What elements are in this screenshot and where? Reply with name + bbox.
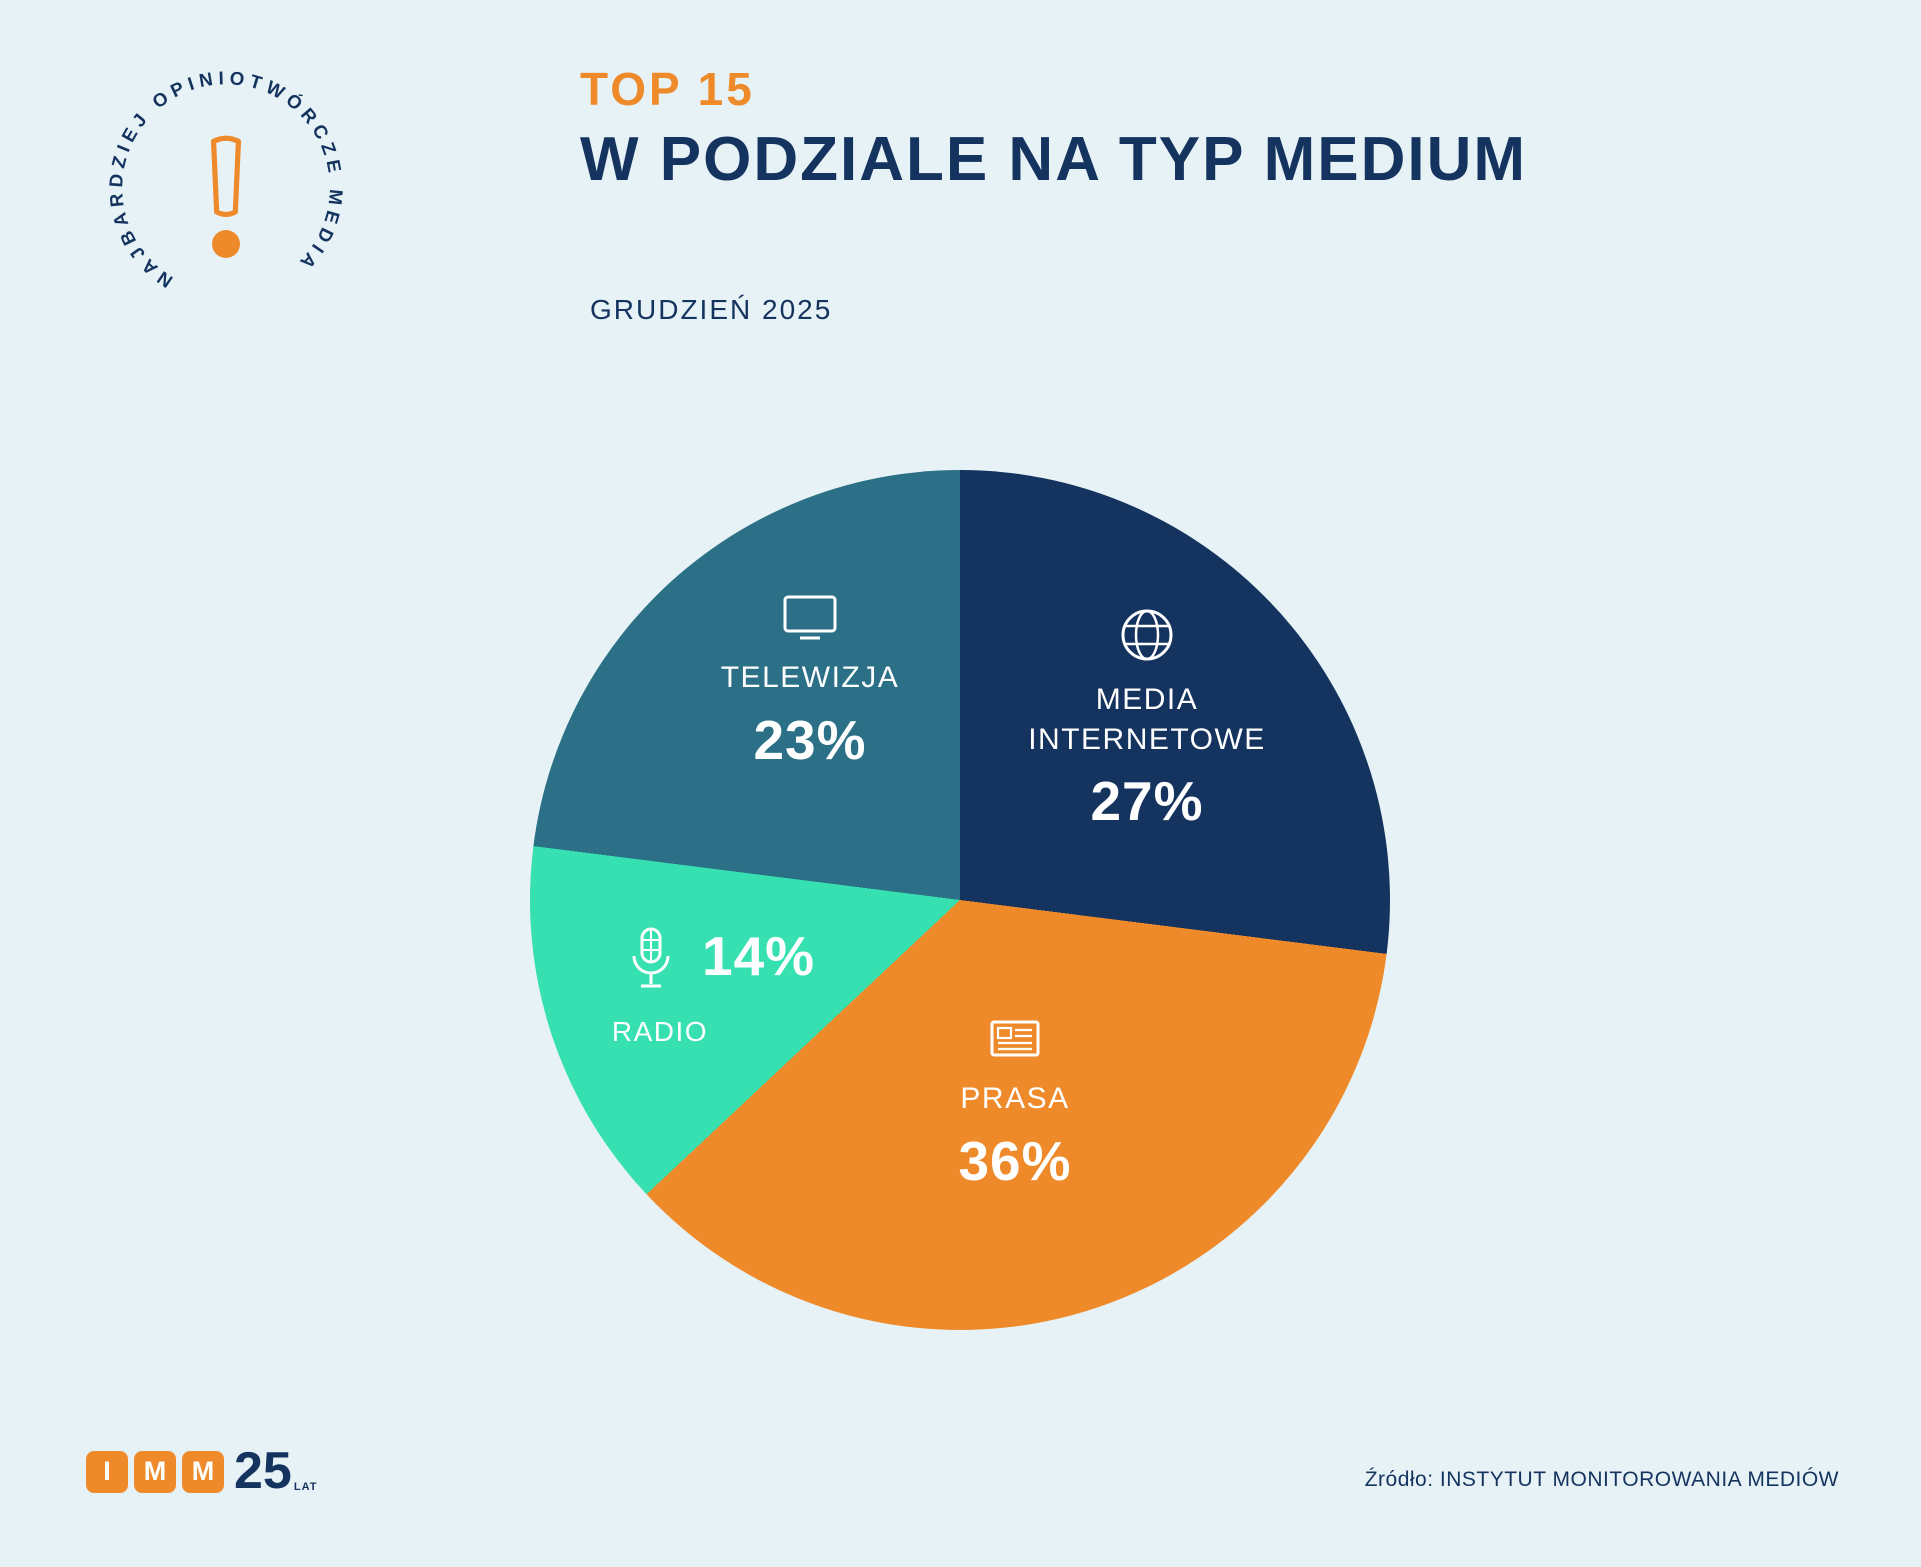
slice-label: TELEWIZJA (720, 661, 900, 694)
imm-anniversary-unit: LAT (293, 1480, 318, 1493)
imm-anniversary-number: 25 (234, 1442, 292, 1500)
microphone-icon (628, 926, 674, 992)
exclamation-icon (210, 135, 242, 258)
imm-circular-badge: NAJBARDZIEJ OPINIOTWÓRCZE MEDIA (86, 48, 366, 328)
page-title: W PODZIALE NA TYP MEDIUM (580, 125, 1527, 194)
tv-icon (781, 592, 839, 642)
imm-logo-letter: I (86, 1450, 128, 1493)
pie-chart: TELEWIZJA 23% MEDIA INTERNETOWE 27% (530, 470, 1390, 1330)
slice-label: MEDIA INTERNETOWE (1028, 683, 1266, 756)
imm-anniversary: 25 LAT (234, 1442, 318, 1500)
slice-value: 23% (753, 708, 867, 771)
slice-label-group-prasa: PRASA 36% (865, 1015, 1165, 1193)
slice-value: 27% (1090, 770, 1204, 833)
newspaper-icon (986, 1015, 1044, 1063)
globe-icon (1118, 606, 1176, 664)
eyebrow-title: TOP 15 (580, 63, 755, 115)
imm-logo-letter: M (182, 1450, 224, 1493)
page-subtitle: GRUDZIEŃ 2025 (590, 294, 833, 325)
slice-value: 36% (958, 1129, 1072, 1192)
slice-label: RADIO (611, 1016, 709, 1047)
imm-logo: I M M 25 LAT (86, 1442, 318, 1500)
slice-label-group-telewizja: TELEWIZJA 23% (660, 592, 960, 772)
source-note: Źródło: INSTYTUT MONITOROWANIA MEDIÓW (1364, 1468, 1839, 1491)
slice-value: 14% (702, 925, 816, 987)
badge-graphic: NAJBARDZIEJ OPINIOTWÓRCZE MEDIA (105, 67, 347, 292)
slice-label-group-media-internetowe: MEDIA INTERNETOWE 27% (997, 606, 1297, 833)
imm-logo-letter: M (134, 1450, 176, 1493)
slice-label: PRASA (960, 1082, 1070, 1115)
badge-circular-textpath: NAJBARDZIEJ OPINIOTWÓRCZE MEDIA (105, 67, 344, 292)
badge-circular-text: NAJBARDZIEJ OPINIOTWÓRCZE MEDIA (105, 67, 347, 292)
